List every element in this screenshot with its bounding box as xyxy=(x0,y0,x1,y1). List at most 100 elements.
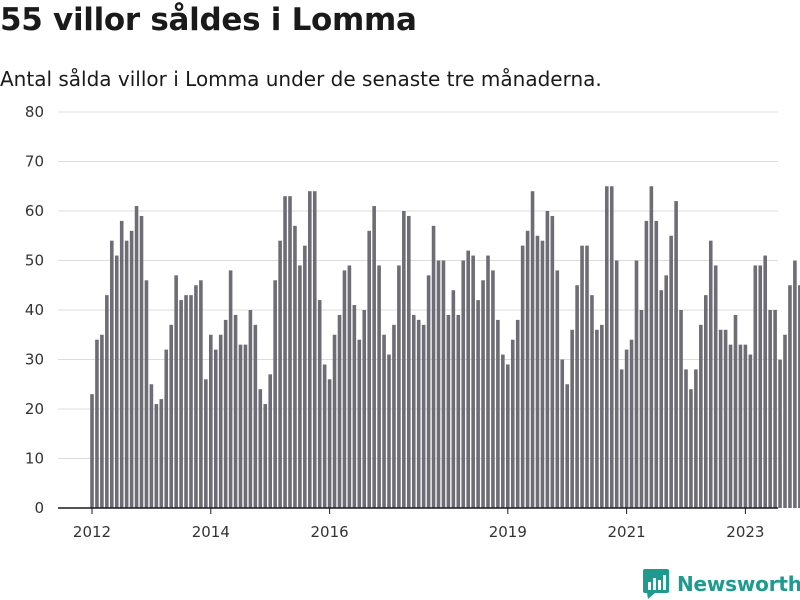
y-tick-label: 50 xyxy=(25,252,44,270)
bar xyxy=(342,270,347,508)
bar xyxy=(100,334,104,508)
x-tick-label: 2021 xyxy=(608,523,646,541)
bar xyxy=(461,260,466,508)
bar xyxy=(570,329,574,508)
bar xyxy=(184,295,188,508)
bar xyxy=(600,324,604,508)
bar xyxy=(243,344,248,508)
bar xyxy=(753,265,758,508)
bar xyxy=(95,339,99,508)
bar xyxy=(124,240,129,508)
bar xyxy=(624,349,629,508)
bar xyxy=(708,240,713,508)
bar xyxy=(169,324,173,508)
bar xyxy=(481,280,485,508)
bar xyxy=(649,186,654,508)
bar xyxy=(664,275,668,508)
bar xyxy=(327,379,332,508)
bar xyxy=(718,329,723,508)
bar xyxy=(743,344,748,508)
bar xyxy=(317,300,322,508)
bar xyxy=(164,349,169,508)
bar xyxy=(510,339,515,508)
bar xyxy=(436,260,441,508)
bar xyxy=(783,334,787,508)
bar xyxy=(204,379,208,508)
bar xyxy=(605,186,609,508)
bar xyxy=(491,270,495,508)
bar xyxy=(798,285,800,508)
bar xyxy=(644,220,649,508)
bar xyxy=(580,245,584,508)
bar xyxy=(298,265,302,508)
bar xyxy=(105,295,109,508)
bar xyxy=(293,225,297,508)
bar xyxy=(629,339,634,508)
bar xyxy=(590,295,594,508)
bar xyxy=(723,329,728,508)
bar xyxy=(139,215,144,508)
bar xyxy=(352,305,357,508)
bar xyxy=(451,290,456,508)
y-tick-label: 0 xyxy=(34,499,44,517)
bar xyxy=(540,240,545,508)
bar xyxy=(159,399,164,508)
bar xyxy=(773,310,777,508)
bar xyxy=(471,255,475,508)
x-tick-label: 2019 xyxy=(489,523,527,541)
bar xyxy=(174,275,178,508)
bar xyxy=(793,260,797,508)
bar xyxy=(659,290,664,508)
bar xyxy=(248,310,253,508)
axes: 0102030405060708055201220142016201920212… xyxy=(25,103,778,541)
bar xyxy=(179,300,183,508)
bar xyxy=(456,314,461,508)
bar xyxy=(407,215,411,508)
brand-logo[interactable]: Newsworthy xyxy=(643,568,800,600)
bar xyxy=(194,285,198,508)
bar xyxy=(446,314,451,508)
bar xyxy=(545,211,550,508)
bar xyxy=(501,354,505,508)
bar xyxy=(278,240,282,508)
y-tick-label: 60 xyxy=(25,202,44,220)
bar xyxy=(90,394,94,508)
bar xyxy=(550,215,555,508)
bar xyxy=(466,250,470,508)
bar xyxy=(476,300,480,508)
bar xyxy=(595,329,599,508)
bar xyxy=(119,220,124,508)
bar-chart: 0102030405060708055201220142016201920212… xyxy=(25,103,800,541)
x-tick-label: 2016 xyxy=(311,523,349,541)
bar xyxy=(788,285,792,508)
bar xyxy=(228,270,233,508)
y-tick-label: 20 xyxy=(25,400,44,418)
bar xyxy=(258,389,263,508)
bar xyxy=(654,220,659,508)
bar xyxy=(614,260,619,508)
bar xyxy=(347,265,352,508)
chart-title: 55 villor såldes i Lomma xyxy=(0,2,417,38)
bar xyxy=(411,314,416,508)
bar xyxy=(110,240,114,508)
bar xyxy=(283,196,287,508)
bar xyxy=(575,285,579,508)
bar xyxy=(778,359,782,508)
bar xyxy=(392,324,396,508)
chart-subtitle: Antal sålda villor i Lomma under de sena… xyxy=(0,67,602,91)
y-tick-label: 70 xyxy=(25,153,44,171)
x-tick-label: 2014 xyxy=(192,523,230,541)
bar xyxy=(273,280,277,508)
bar xyxy=(377,265,381,508)
bar xyxy=(218,334,223,508)
bar xyxy=(758,265,763,508)
bar xyxy=(674,201,678,508)
bar xyxy=(149,384,154,508)
y-tick-label: 80 xyxy=(25,103,44,121)
newsworthy-logo-icon xyxy=(643,569,669,599)
bar xyxy=(144,280,149,508)
bar xyxy=(530,191,535,508)
bar xyxy=(154,404,159,508)
bar xyxy=(134,206,139,509)
bar xyxy=(397,265,401,508)
